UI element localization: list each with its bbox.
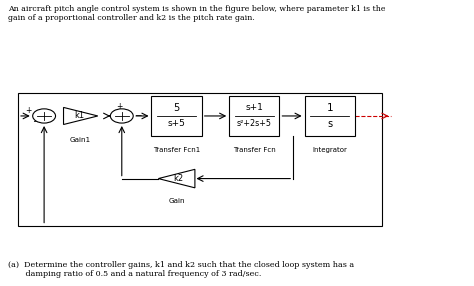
Text: Gain: Gain <box>168 198 185 204</box>
Text: 1: 1 <box>327 103 333 113</box>
Bar <box>305 96 355 136</box>
Bar <box>18 93 382 226</box>
Circle shape <box>110 109 133 123</box>
Text: Gain1: Gain1 <box>70 137 91 143</box>
Text: (a)  Determine the controller gains, k1 and k2 such that the closed loop system : (a) Determine the controller gains, k1 a… <box>8 261 354 269</box>
Text: k1: k1 <box>74 112 84 120</box>
Text: gain of a proportional controller and k2 is the pitch rate gain.: gain of a proportional controller and k2… <box>8 13 255 21</box>
Bar <box>229 96 280 136</box>
Text: s²+2s+5: s²+2s+5 <box>237 120 272 128</box>
Text: 5: 5 <box>173 103 180 113</box>
Text: Transfer Fcn: Transfer Fcn <box>233 147 276 153</box>
Bar <box>152 96 202 136</box>
Text: Integrator: Integrator <box>312 147 347 153</box>
Text: k2: k2 <box>173 174 183 183</box>
Text: s+5: s+5 <box>168 120 185 128</box>
Text: Transfer Fcn1: Transfer Fcn1 <box>153 147 200 153</box>
Text: damping ratio of 0.5 and a natural frequency of 3 rad/sec.: damping ratio of 0.5 and a natural frequ… <box>8 270 261 278</box>
Text: +: + <box>116 102 123 110</box>
Text: s: s <box>327 119 332 129</box>
Text: +: + <box>25 106 31 115</box>
Text: An aircraft pitch angle control system is shown in the figure below, where param: An aircraft pitch angle control system i… <box>8 5 385 13</box>
Text: −: − <box>32 117 40 126</box>
Circle shape <box>33 109 55 123</box>
Text: −: − <box>134 110 142 119</box>
Polygon shape <box>64 108 98 124</box>
Text: s+1: s+1 <box>246 104 263 112</box>
Polygon shape <box>158 169 195 188</box>
